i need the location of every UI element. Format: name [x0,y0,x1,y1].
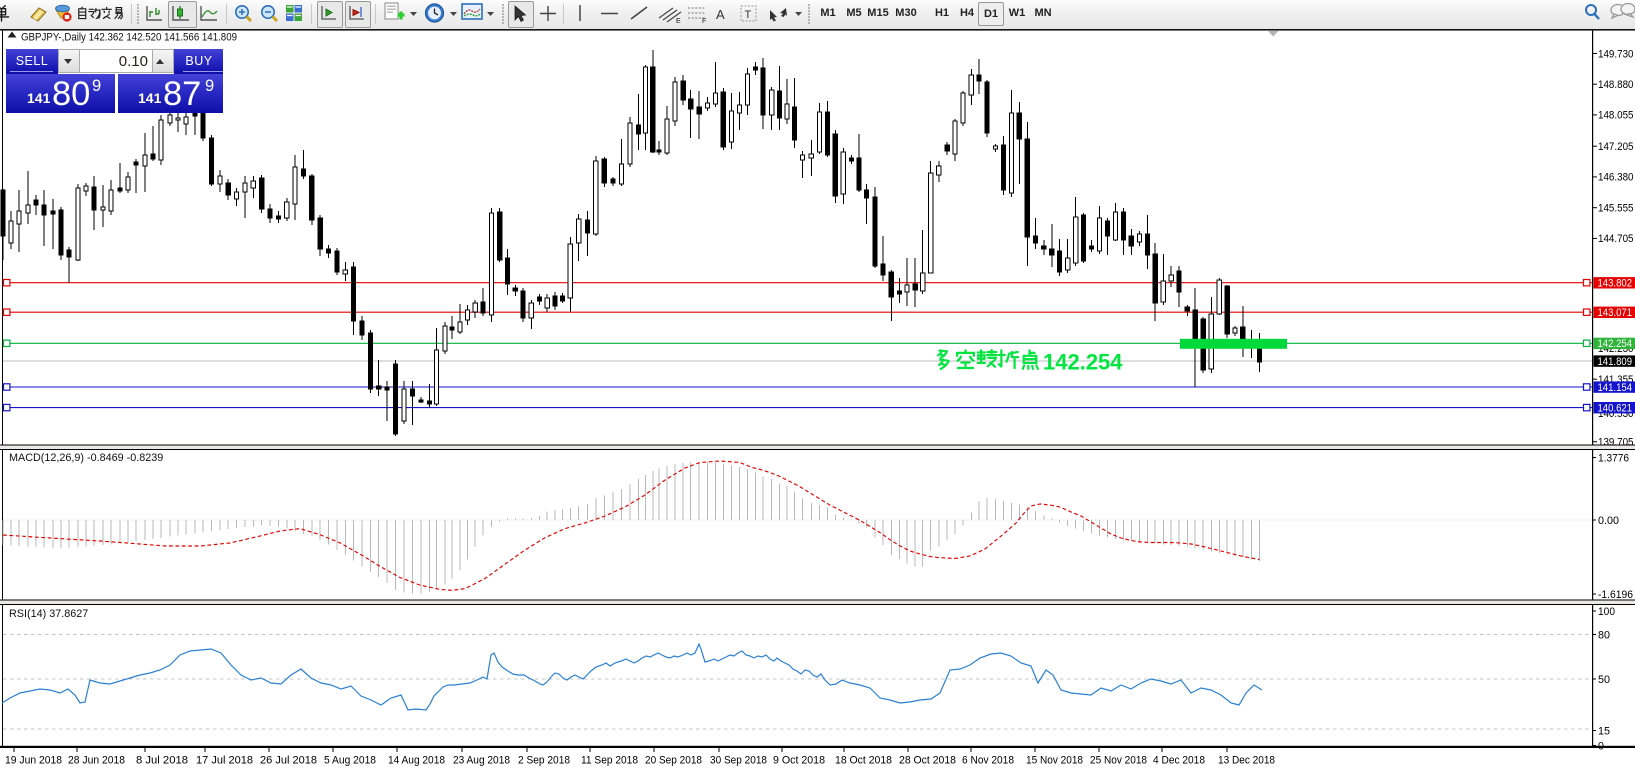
svg-text:80: 80 [1598,629,1610,641]
svg-text:MACD(12,26,9) -0.8469 -0.8239: MACD(12,26,9) -0.8469 -0.8239 [9,452,163,464]
svg-text:GBPJPY-,Daily 142.362 142.520: GBPJPY-,Daily 142.362 142.520 141.566 14… [21,32,237,44]
svg-text:143.071: 143.071 [1598,307,1633,319]
svg-text:5 Aug 2018: 5 Aug 2018 [324,755,376,767]
svg-text:30 Sep 2018: 30 Sep 2018 [710,755,767,767]
svg-text:18 Oct 2018: 18 Oct 2018 [835,755,892,767]
svg-text:14 Aug 2018: 14 Aug 2018 [388,755,445,767]
svg-text:139.705: 139.705 [1598,437,1634,449]
svg-text:25 Nov 2018: 25 Nov 2018 [1090,755,1147,767]
svg-text:9 Oct 2018: 9 Oct 2018 [773,755,825,767]
svg-text:0: 0 [1598,740,1604,752]
svg-text:50: 50 [1598,674,1610,686]
svg-text:145.555: 145.555 [1598,203,1634,215]
svg-text:2 Sep 2018: 2 Sep 2018 [518,755,570,767]
svg-text:26 Jul 2018: 26 Jul 2018 [260,755,317,767]
svg-text:141.809: 141.809 [1598,356,1633,368]
svg-text:20 Sep 2018: 20 Sep 2018 [645,755,702,767]
svg-text:A: A [716,7,725,22]
svg-text:F: F [702,18,706,25]
svg-text:144.705: 144.705 [1598,233,1634,245]
svg-text:146.380: 146.380 [1598,172,1634,184]
svg-text:142.254: 142.254 [1043,350,1123,375]
svg-text:141.154: 141.154 [1598,382,1633,394]
svg-text:140.621: 140.621 [1598,403,1633,415]
svg-text:147.205: 147.205 [1598,141,1634,153]
svg-text:1.3776: 1.3776 [1598,452,1629,464]
svg-text:148.880: 148.880 [1598,79,1634,91]
svg-text:19 Jun 2018: 19 Jun 2018 [5,755,62,767]
svg-text:148.055: 148.055 [1598,110,1634,122]
svg-text:13 Dec 2018: 13 Dec 2018 [1218,755,1275,767]
svg-text:149.730: 149.730 [1598,48,1634,60]
svg-text:11 Sep 2018: 11 Sep 2018 [581,755,638,767]
svg-text:8 Jul 2018: 8 Jul 2018 [136,755,188,767]
svg-text:23 Aug 2018: 23 Aug 2018 [453,755,510,767]
svg-text:E: E [676,18,681,25]
svg-text:0.00: 0.00 [1598,515,1619,527]
svg-text:-1.6196: -1.6196 [1598,589,1633,601]
svg-text:143.802: 143.802 [1598,278,1633,290]
svg-text:T: T [745,9,752,21]
svg-text:28 Jun 2018: 28 Jun 2018 [68,755,125,767]
svg-text:15: 15 [1598,725,1610,737]
svg-text:28 Oct 2018: 28 Oct 2018 [899,755,956,767]
svg-text:17 Jul 2018: 17 Jul 2018 [196,755,253,767]
svg-text:15 Nov 2018: 15 Nov 2018 [1026,755,1083,767]
svg-text:100: 100 [1598,606,1615,618]
svg-text:RSI(14) 37.8627: RSI(14) 37.8627 [9,608,88,620]
svg-text:142.254: 142.254 [1598,338,1633,350]
svg-text:6 Nov 2018: 6 Nov 2018 [962,755,1014,767]
svg-text:4 Dec 2018: 4 Dec 2018 [1153,755,1205,767]
